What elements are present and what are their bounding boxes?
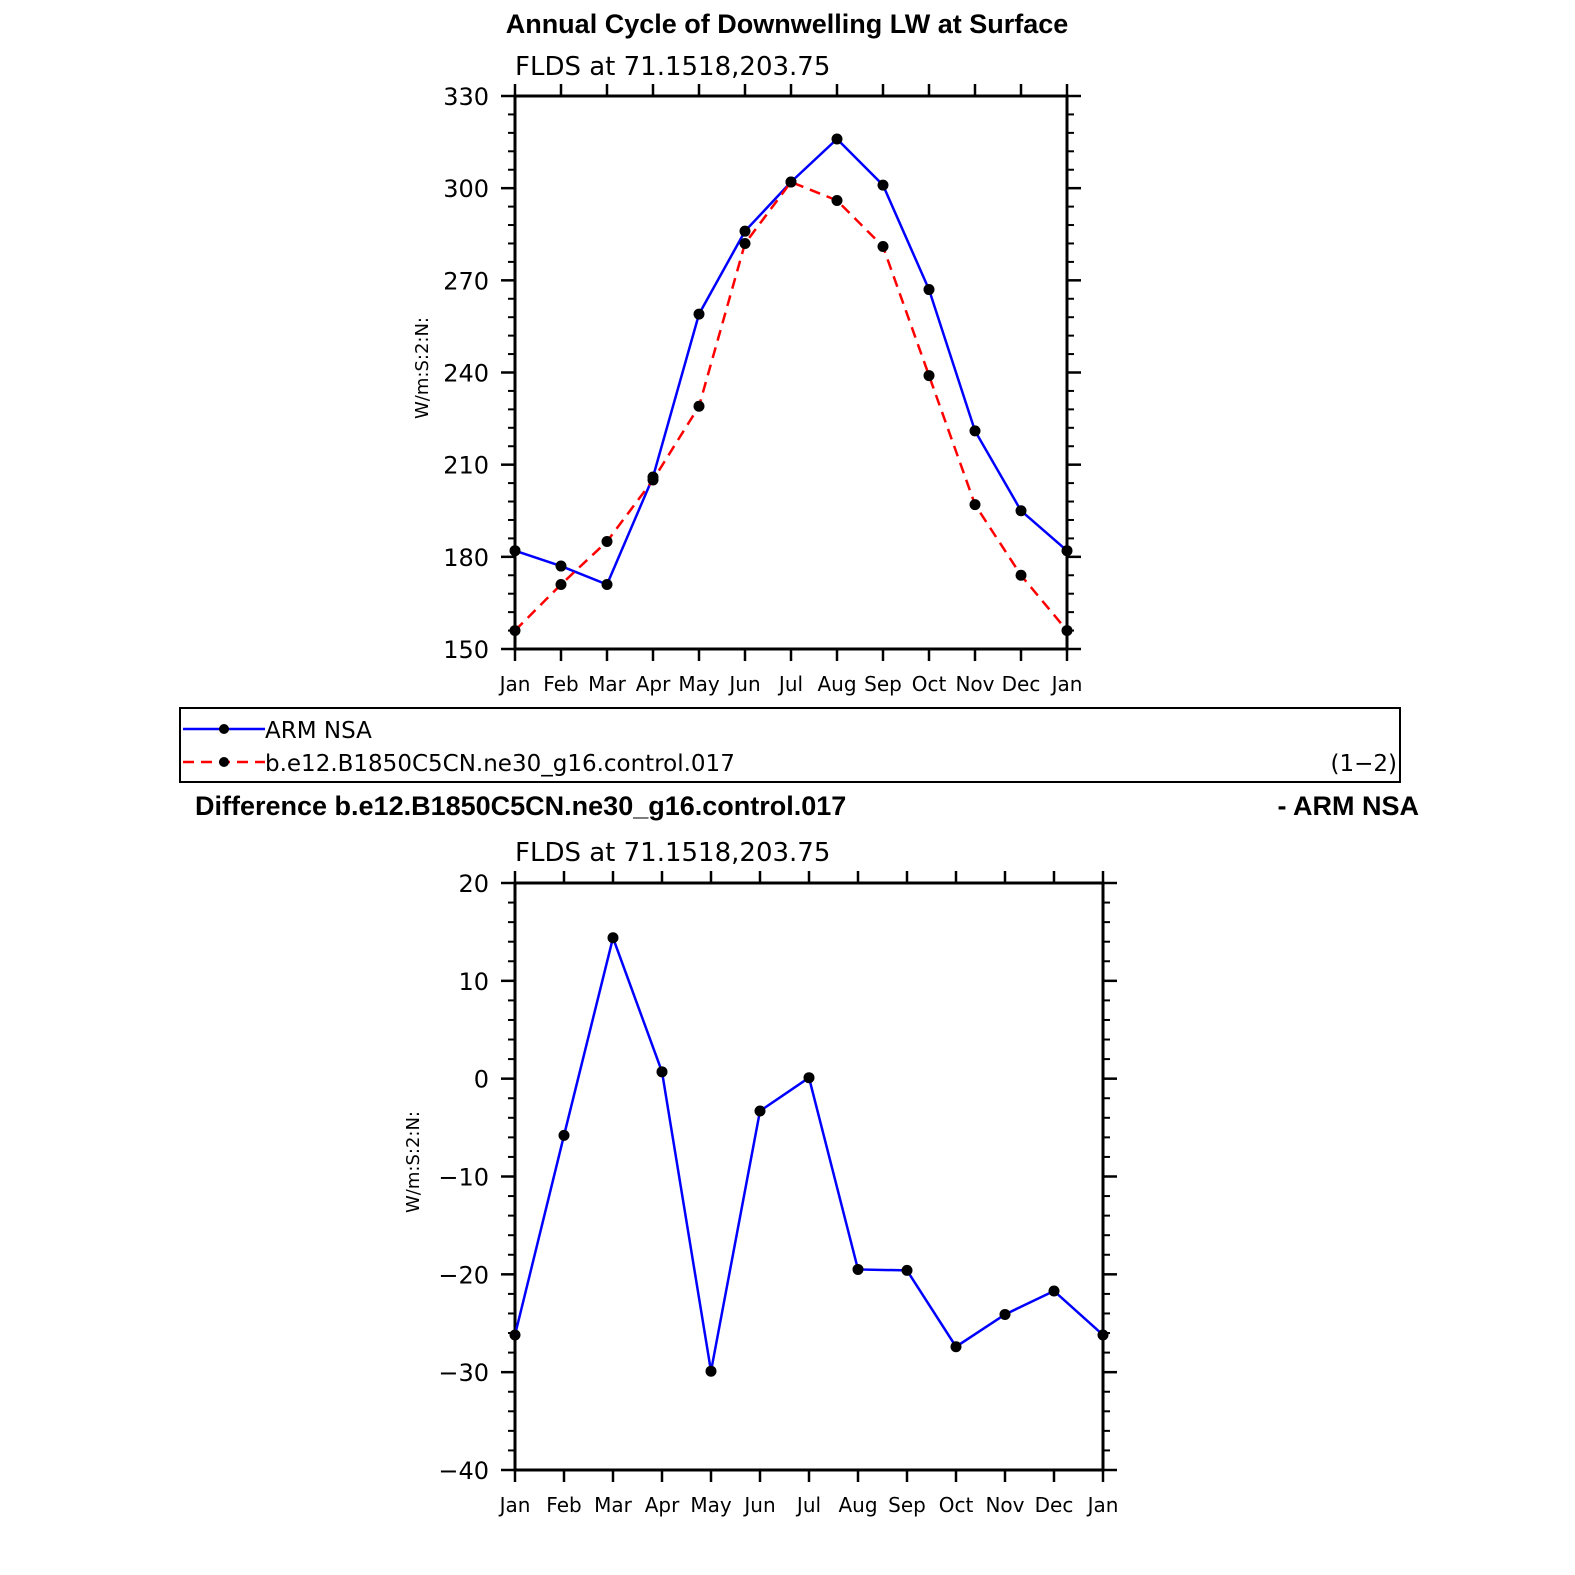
chart2-ylabel: W/m:S:2:N: bbox=[403, 1111, 424, 1213]
chart2-ytick-label: 10 bbox=[458, 968, 489, 996]
chart2-ytick-label: −30 bbox=[438, 1359, 489, 1387]
chart1-series-1-point bbox=[601, 535, 613, 547]
chart1-series-1-line bbox=[514, 180, 1068, 632]
chart2-xtick-label: Apr bbox=[645, 1493, 680, 1517]
chart1-xtick-label: Jan bbox=[498, 672, 531, 696]
chart1-xtick-label: Aug bbox=[817, 672, 856, 696]
chart1-series-1-point bbox=[923, 370, 935, 382]
chart2-series-0-point bbox=[803, 1072, 815, 1084]
chart1-xtick-label: Feb bbox=[543, 672, 578, 696]
chart1-xtick-label: Dec bbox=[1002, 672, 1041, 696]
chart1-ylabel: W/m:S:2:N: bbox=[412, 317, 433, 419]
chart1-ytick-label: 150 bbox=[443, 636, 489, 664]
chart2-frame bbox=[513, 881, 1105, 1472]
chart2-series-0-point bbox=[1048, 1285, 1060, 1297]
chart2-ytick-label: 0 bbox=[474, 1066, 489, 1094]
chart2-ytick-label: −10 bbox=[438, 1164, 489, 1192]
chart1-xtick-label: May bbox=[678, 672, 720, 696]
chart1-series-0-point bbox=[877, 179, 889, 191]
chart2-subtitle: FLDS at 71.1518,203.75 bbox=[515, 838, 830, 868]
chart2-xtick-label: Dec bbox=[1035, 1493, 1074, 1517]
chart1-series-0-point bbox=[601, 578, 613, 590]
chart1-series-0-point bbox=[831, 133, 843, 145]
chart1-xtick-label: Mar bbox=[588, 672, 627, 696]
chart2-ytick-label: 20 bbox=[458, 870, 489, 898]
chart1-ytick-label: 210 bbox=[443, 452, 489, 480]
chart2-ytick-label: −20 bbox=[438, 1261, 489, 1289]
chart2-series-0-point bbox=[999, 1308, 1011, 1320]
chart2-series-0-point bbox=[558, 1129, 570, 1141]
chart2-series-0-point bbox=[656, 1066, 668, 1078]
chart2-plot: Jan Feb Mar Apr May Jun Jul Aug Sep Oct Nov Dec Jan−… bbox=[438, 870, 1118, 1517]
chart2-series-0-point bbox=[852, 1263, 864, 1275]
chart2-xtick-label: Jul bbox=[795, 1493, 821, 1517]
chart2-xtick-label: Jun bbox=[742, 1493, 775, 1517]
chart1-title: Annual Cycle of Downwelling LW at Surfac… bbox=[506, 9, 1069, 39]
chart2-series-0-point bbox=[705, 1365, 717, 1377]
legend-marker-arm bbox=[219, 724, 229, 734]
chart1-ytick-label: 180 bbox=[443, 544, 489, 572]
chart1-series-0-point bbox=[1061, 545, 1073, 557]
chart1-series-1-point bbox=[831, 194, 843, 206]
legend-marker-model bbox=[219, 757, 229, 767]
chart1-series-1-point bbox=[739, 237, 751, 249]
chart2-xtick-label: Sep bbox=[888, 1493, 926, 1517]
chart1-series-1-point bbox=[509, 625, 521, 637]
legend-box bbox=[179, 707, 1401, 783]
chart1-series-0-point bbox=[555, 560, 567, 572]
chart2-series-0-point bbox=[754, 1105, 766, 1117]
chart2-xtick-label: Feb bbox=[546, 1493, 581, 1517]
chart2-ytick-label: −40 bbox=[438, 1457, 489, 1485]
chart2-xtick-label: Oct bbox=[939, 1493, 974, 1517]
chart1-xtick-label: Jun bbox=[727, 672, 760, 696]
chart1-series-0-point bbox=[509, 545, 521, 557]
chart1-series-1-point bbox=[693, 400, 705, 412]
chart1-ytick-label: 330 bbox=[443, 83, 489, 111]
chart1-series-0-point bbox=[739, 225, 751, 237]
chart1-subtitle: FLDS at 71.1518,203.75 bbox=[515, 52, 830, 82]
chart2-xtick-label: Aug bbox=[838, 1493, 877, 1517]
chart2-title: Difference b.e12.B1850C5CN.ne30_g16.cont… bbox=[195, 791, 846, 821]
chart1-series-1-point bbox=[555, 578, 567, 590]
chart2-xtick-label: Mar bbox=[594, 1493, 633, 1517]
chart1-series-1-point bbox=[785, 176, 797, 188]
chart1-series-1-point bbox=[969, 499, 981, 511]
chart1-series-1-point bbox=[647, 474, 659, 486]
chart2-title-right: - ARM NSA bbox=[1278, 791, 1420, 821]
chart2-xtick-label: Jan bbox=[1086, 1493, 1119, 1517]
legend-label-arm: ARM NSA bbox=[265, 718, 372, 744]
chart1-series-1-point bbox=[1015, 569, 1027, 581]
chart2-series-0-point bbox=[1097, 1329, 1109, 1341]
chart1-series-1-point bbox=[877, 241, 889, 253]
chart2-series-0-point bbox=[607, 932, 619, 944]
chart1-xtick-label: Jul bbox=[777, 672, 803, 696]
chart1-ytick-label: 300 bbox=[443, 175, 489, 203]
chart1-series-0-point bbox=[923, 284, 935, 296]
chart1-series-0-point bbox=[969, 425, 981, 437]
legend-label-model: b.e12.B1850C5CN.ne30_g16.control.017 bbox=[265, 751, 735, 777]
chart1-xtick-label: Oct bbox=[912, 672, 947, 696]
chart1-plot: Jan Feb Mar Apr May Jun Jul Aug Sep Oct Nov Dec Jan 1… bbox=[443, 83, 1082, 696]
chart1-xtick-label: Nov bbox=[955, 672, 994, 696]
chart1-series-0-point bbox=[693, 308, 705, 320]
chart2-series-0-line bbox=[513, 933, 1104, 1372]
chart2-xtick-label: May bbox=[690, 1493, 732, 1517]
chart2-series-0-point bbox=[950, 1341, 962, 1353]
chart1-xtick-label: Jan bbox=[1050, 672, 1083, 696]
legend-note: (1−2) bbox=[1331, 751, 1397, 777]
chart1-ytick-label: 270 bbox=[443, 267, 489, 295]
chart1-series-1-point bbox=[1061, 625, 1073, 637]
chart1-xtick-label: Apr bbox=[636, 672, 671, 696]
legend: ARM NSA b.e12.B1850C5CN.ne30_g16.control… bbox=[179, 707, 1401, 783]
chart2-series-0-point bbox=[509, 1329, 521, 1341]
chart2-series-0-point bbox=[901, 1264, 913, 1276]
chart2-xtick-label: Nov bbox=[985, 1493, 1024, 1517]
chart2-xtick-label: Jan bbox=[498, 1493, 531, 1517]
chart1-ytick-label: 240 bbox=[443, 360, 489, 388]
chart1-series-0-point bbox=[1015, 505, 1027, 517]
chart1-xtick-label: Sep bbox=[864, 672, 902, 696]
